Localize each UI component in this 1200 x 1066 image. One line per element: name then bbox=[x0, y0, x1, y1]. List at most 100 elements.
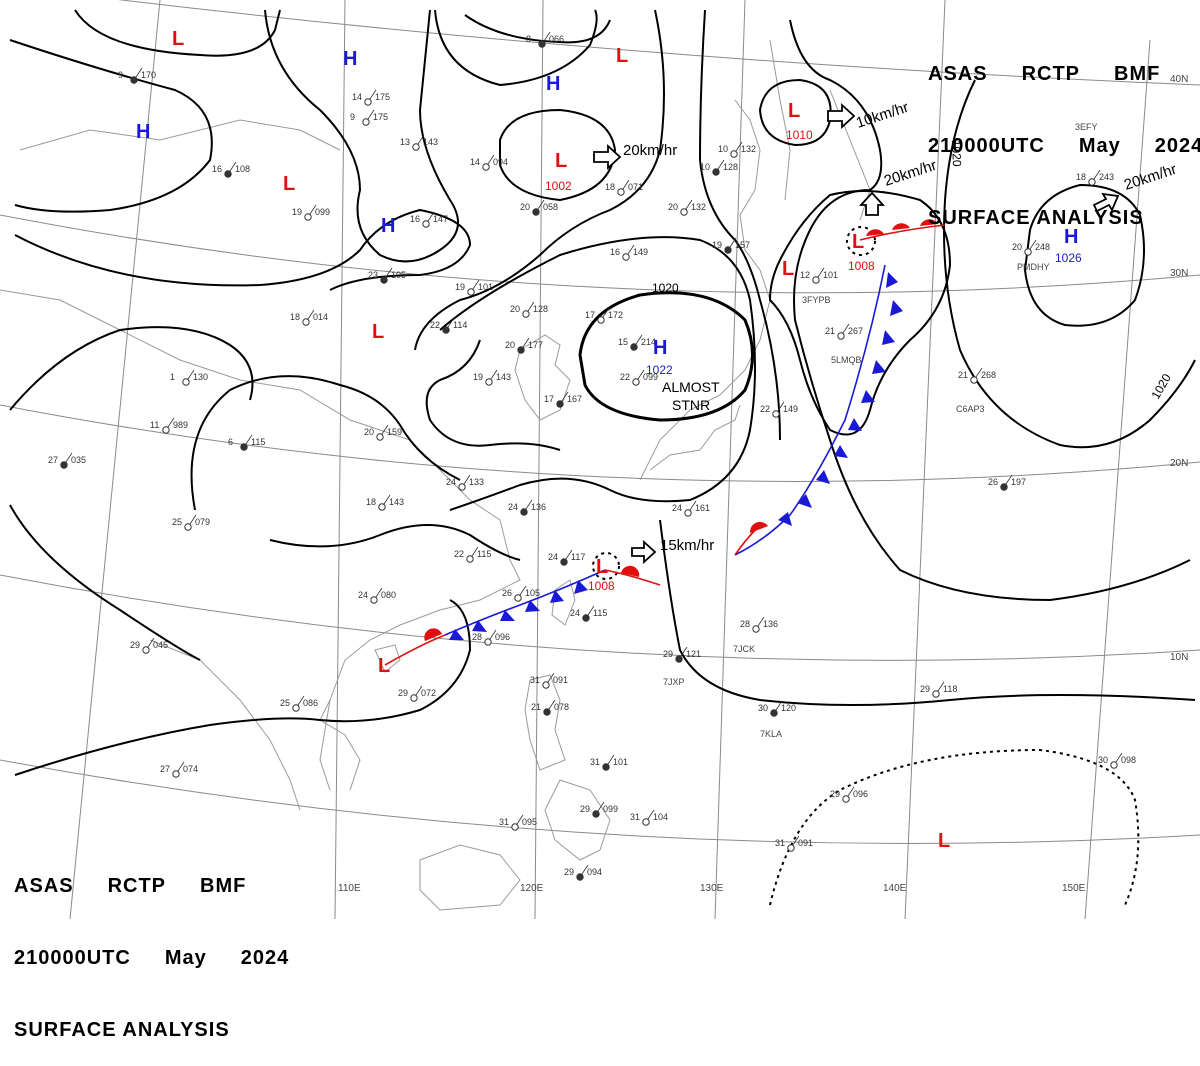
station-cloud-circle bbox=[364, 98, 372, 106]
station-plot: 30 120 bbox=[758, 700, 796, 717]
station-cloud-circle bbox=[376, 433, 384, 441]
station-cloud-circle bbox=[467, 288, 475, 296]
station-cloud-circle bbox=[302, 318, 310, 326]
station-cloud-circle bbox=[224, 170, 232, 178]
station-plot: 30 098 bbox=[1098, 752, 1136, 769]
station-plot: 24 161 bbox=[672, 500, 710, 517]
station-pressure: 149 bbox=[633, 247, 648, 257]
station-plot: 13 143 bbox=[400, 134, 438, 151]
station-pressure: 128 bbox=[533, 304, 548, 314]
isobar-north-mid bbox=[434, 9, 598, 87]
isobar-great-south bbox=[190, 375, 461, 511]
station-temperature: 24 bbox=[548, 552, 558, 562]
stationary-label: ALMOST STNR bbox=[662, 379, 720, 413]
meridian-150e bbox=[1084, 39, 1151, 919]
station-pressure: 117 bbox=[571, 552, 585, 562]
station-plot: 31 101 bbox=[590, 754, 628, 771]
station-pressure: 071 bbox=[628, 182, 643, 192]
station-plot: 14 094 bbox=[470, 154, 508, 171]
station-plot: 20 177 bbox=[505, 337, 543, 354]
isobar-1020-central bbox=[578, 291, 754, 422]
station-cloud-circle bbox=[970, 376, 978, 384]
station-cloud-circle bbox=[543, 708, 551, 716]
station-temperature: 20 bbox=[520, 202, 530, 212]
motion-arrow-icon bbox=[1092, 192, 1120, 213]
station-temperature: 20 bbox=[510, 304, 520, 314]
station-pressure: 115 bbox=[593, 608, 607, 618]
station-temperature: 14 bbox=[470, 157, 480, 167]
station-plot: 22 099 bbox=[620, 369, 658, 386]
low-center: L bbox=[788, 100, 800, 122]
ship-callsign: 3EFY bbox=[1075, 122, 1098, 132]
lon-tick-150e: 150E bbox=[1062, 883, 1086, 894]
isobar-north-east-open bbox=[414, 9, 665, 351]
station-temperature: 6 bbox=[228, 437, 233, 447]
coast-kyushu bbox=[649, 404, 741, 471]
high-value-1022: 1022 bbox=[646, 363, 673, 377]
station-plot: 24 133 bbox=[446, 474, 484, 491]
isobar-far-south bbox=[14, 599, 472, 776]
warm-front-taiwan-east bbox=[604, 569, 661, 586]
isobar-west-south bbox=[269, 524, 521, 561]
station-plot: 29 121 bbox=[663, 646, 701, 663]
station-cloud-circle bbox=[592, 810, 600, 818]
station-pressure: 132 bbox=[741, 144, 756, 154]
low-center: L bbox=[378, 655, 390, 677]
station-plot: 26 197 bbox=[988, 474, 1026, 491]
station-cloud-circle bbox=[1110, 761, 1118, 769]
station-cloud-circle bbox=[787, 844, 795, 852]
isobar-north-box bbox=[464, 14, 611, 44]
station-plot: 20 132 bbox=[668, 199, 706, 216]
header-line2: 210000UTC May 2024 bbox=[928, 134, 1200, 158]
coast-korea bbox=[514, 334, 571, 421]
station-temperature: 22 bbox=[430, 320, 440, 330]
station-temperature: 29 bbox=[130, 640, 140, 650]
station-cloud-circle bbox=[1088, 178, 1096, 186]
low-center: L bbox=[938, 830, 950, 852]
station-temperature: 12 bbox=[800, 270, 810, 280]
header-token: May bbox=[164, 947, 207, 969]
warm-front-semicircle bbox=[621, 565, 640, 577]
station-temperature: 24 bbox=[358, 590, 368, 600]
low-center: L bbox=[172, 28, 184, 50]
station-cloud-circle bbox=[522, 310, 530, 318]
ship-callsign: 7JXP bbox=[663, 677, 685, 687]
lon-tick-labels: 110E 120E 130E 140E 150E bbox=[338, 883, 1086, 894]
dashed-circle-low-japan bbox=[846, 226, 876, 256]
lon-tick-130e: 130E bbox=[700, 883, 724, 894]
station-pressure: 101 bbox=[823, 270, 838, 280]
station-temperature: 19 bbox=[455, 282, 465, 292]
lat-tick-labels: 40N 30N 20N 10N bbox=[1170, 74, 1188, 663]
station-cloud-circle bbox=[724, 246, 732, 254]
station-temperature: 26 bbox=[502, 588, 512, 598]
coast-vietnam bbox=[319, 699, 361, 791]
station-plot: 16 149 bbox=[610, 244, 648, 261]
station-temperature: 16 bbox=[610, 247, 620, 257]
header-bottom-left: ASAS RCTP BMF 210000UTC May 2024 SURFACE ANA… bbox=[14, 826, 289, 1066]
ship-callsign: 5LMQB bbox=[831, 355, 862, 365]
station-temperature: 16 bbox=[212, 164, 222, 174]
header-line3: SURFACE ANALYSIS bbox=[14, 1019, 230, 1041]
station-cloud-circle bbox=[162, 426, 170, 434]
coast-luzon bbox=[524, 674, 566, 771]
station-pressure: 099 bbox=[643, 372, 658, 382]
motion-arrow-icon bbox=[593, 143, 622, 171]
low-center: L bbox=[852, 231, 864, 253]
station-pressure: 035 bbox=[71, 455, 86, 465]
header-token: BMF bbox=[200, 875, 247, 897]
warm-front-japan bbox=[859, 224, 946, 241]
station-cloud-circle bbox=[184, 523, 192, 531]
coast-taiwan bbox=[551, 579, 576, 626]
station-plot: 19 157 bbox=[712, 237, 750, 254]
cold-front-china bbox=[444, 569, 606, 636]
station-temperature: 14 bbox=[352, 92, 362, 102]
station-temperature: 29 bbox=[564, 867, 574, 877]
coast-japan bbox=[639, 99, 771, 481]
station-pressure: 197 bbox=[1011, 477, 1026, 487]
high-center: H bbox=[653, 337, 667, 359]
low-value-1008-taiwan: 1008 bbox=[588, 579, 615, 593]
station-temperature: 31 bbox=[499, 817, 509, 827]
station-pressure: 175 bbox=[375, 92, 390, 102]
station-pressure: 014 bbox=[313, 312, 328, 322]
